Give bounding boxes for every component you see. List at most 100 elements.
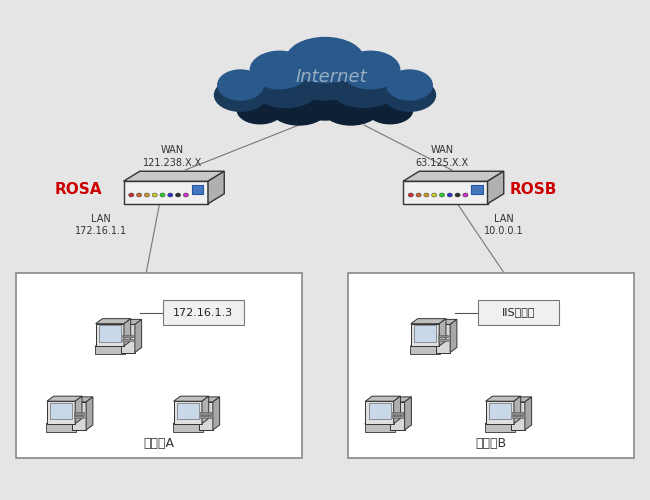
Circle shape <box>439 193 445 197</box>
Bar <box>50 403 72 419</box>
Circle shape <box>432 193 437 197</box>
Polygon shape <box>202 396 209 423</box>
Polygon shape <box>96 324 124 346</box>
Bar <box>437 338 448 340</box>
Polygon shape <box>410 343 446 346</box>
Text: 局域网A: 局域网A <box>144 437 175 450</box>
Polygon shape <box>47 401 75 423</box>
Text: WAN
121.238.X.X: WAN 121.238.X.X <box>142 146 202 168</box>
Polygon shape <box>75 396 82 423</box>
Ellipse shape <box>341 52 400 89</box>
Polygon shape <box>120 324 135 352</box>
Polygon shape <box>72 402 86 430</box>
Bar <box>489 403 511 419</box>
Text: IIS服务器: IIS服务器 <box>502 308 535 318</box>
FancyBboxPatch shape <box>16 272 302 458</box>
Circle shape <box>129 193 134 197</box>
Text: WAN
63.125.X.X: WAN 63.125.X.X <box>415 146 469 168</box>
Polygon shape <box>198 397 220 402</box>
Circle shape <box>152 193 157 197</box>
Polygon shape <box>72 397 93 402</box>
Circle shape <box>183 193 188 197</box>
Circle shape <box>160 193 165 197</box>
Bar <box>99 326 121 342</box>
Text: 局域网B: 局域网B <box>475 437 506 450</box>
Circle shape <box>144 193 150 197</box>
Polygon shape <box>411 324 439 346</box>
Polygon shape <box>174 401 202 423</box>
Polygon shape <box>365 401 394 423</box>
Polygon shape <box>135 320 142 352</box>
Bar <box>122 338 133 340</box>
Polygon shape <box>173 424 203 432</box>
Ellipse shape <box>214 79 266 112</box>
Ellipse shape <box>283 50 367 100</box>
Polygon shape <box>510 402 525 430</box>
Circle shape <box>424 193 429 197</box>
Polygon shape <box>365 424 395 432</box>
Bar <box>414 326 436 342</box>
Bar <box>73 416 84 418</box>
Ellipse shape <box>328 62 400 108</box>
Polygon shape <box>95 343 131 346</box>
Polygon shape <box>403 171 504 181</box>
Polygon shape <box>120 320 142 324</box>
Polygon shape <box>394 396 400 423</box>
Circle shape <box>447 193 452 197</box>
Polygon shape <box>365 420 400 424</box>
Polygon shape <box>485 424 515 432</box>
Polygon shape <box>411 318 446 324</box>
Text: ROSA: ROSA <box>54 182 102 198</box>
Circle shape <box>136 193 142 197</box>
Ellipse shape <box>218 70 263 100</box>
Polygon shape <box>46 420 82 424</box>
Polygon shape <box>510 397 532 402</box>
FancyBboxPatch shape <box>162 300 244 325</box>
Text: Internet: Internet <box>296 68 367 86</box>
Text: LAN
172.16.1.1: LAN 172.16.1.1 <box>75 214 127 236</box>
Ellipse shape <box>286 38 364 82</box>
Text: LAN
10.0.0.1: LAN 10.0.0.1 <box>484 214 523 236</box>
Polygon shape <box>124 318 131 346</box>
Polygon shape <box>439 318 446 346</box>
Polygon shape <box>485 420 521 424</box>
Ellipse shape <box>384 79 436 112</box>
Bar <box>512 412 523 414</box>
Polygon shape <box>174 396 209 401</box>
Polygon shape <box>488 171 504 204</box>
Circle shape <box>168 193 173 197</box>
Ellipse shape <box>250 52 309 89</box>
Polygon shape <box>124 181 208 204</box>
Polygon shape <box>86 397 93 430</box>
Polygon shape <box>514 396 521 423</box>
Polygon shape <box>404 397 411 430</box>
Circle shape <box>176 193 181 197</box>
Ellipse shape <box>250 62 322 108</box>
Bar <box>392 412 402 414</box>
FancyBboxPatch shape <box>348 272 634 458</box>
Circle shape <box>416 193 421 197</box>
Ellipse shape <box>270 90 328 125</box>
Polygon shape <box>403 181 488 204</box>
Circle shape <box>408 193 413 197</box>
Polygon shape <box>96 318 131 324</box>
Ellipse shape <box>237 96 283 124</box>
Circle shape <box>455 193 460 197</box>
Polygon shape <box>486 396 521 401</box>
Bar <box>392 416 402 418</box>
Text: ROSB: ROSB <box>510 182 556 198</box>
Polygon shape <box>450 320 457 352</box>
Polygon shape <box>486 401 514 423</box>
Ellipse shape <box>322 90 380 125</box>
Polygon shape <box>410 346 440 354</box>
Polygon shape <box>173 420 209 424</box>
Polygon shape <box>390 402 404 430</box>
Polygon shape <box>208 171 224 204</box>
Text: 172.16.1.3: 172.16.1.3 <box>173 308 233 318</box>
Polygon shape <box>390 397 411 402</box>
Bar <box>73 412 84 414</box>
Ellipse shape <box>387 70 432 100</box>
Polygon shape <box>365 396 400 401</box>
Bar <box>200 412 211 414</box>
Ellipse shape <box>367 96 413 124</box>
